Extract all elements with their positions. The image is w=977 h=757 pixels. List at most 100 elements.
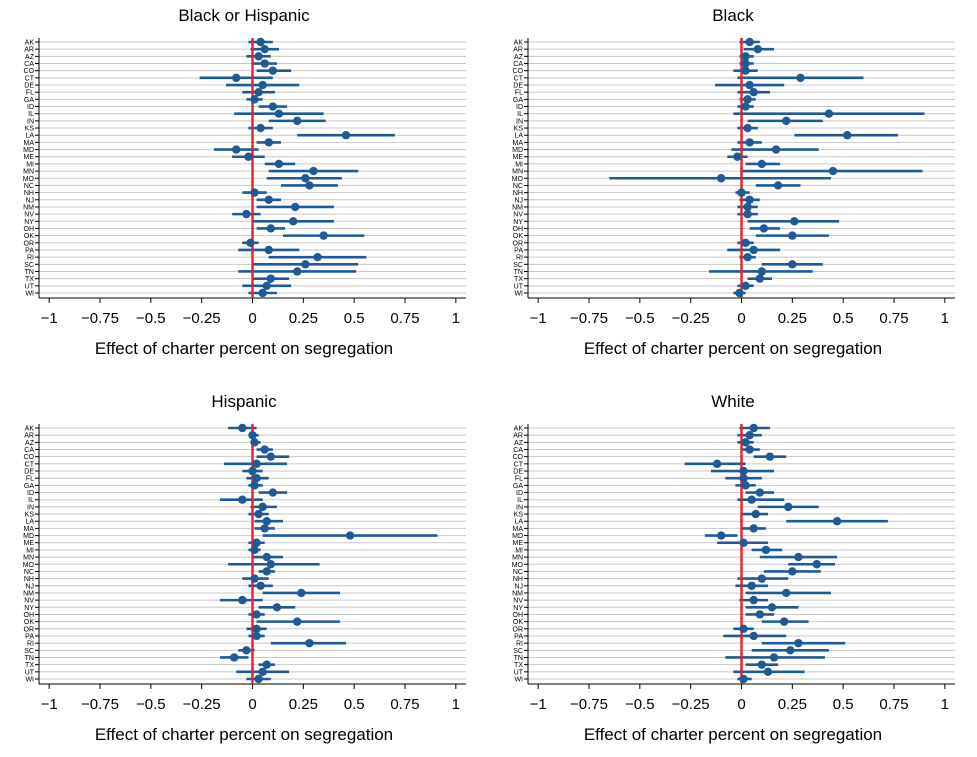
estimate-point bbox=[258, 288, 267, 298]
estimate-point bbox=[755, 488, 764, 497]
y-tick-label: RI bbox=[516, 641, 523, 648]
x-tick-label: 0.5 bbox=[833, 696, 854, 713]
chart-plot-0: AKARAZCACOCTDEFLGAIDILINKSLAMAMDMEMIMNMO… bbox=[23, 37, 466, 327]
chart-title-3: White bbox=[711, 392, 755, 411]
y-tick-label: MO bbox=[512, 562, 524, 569]
y-tick-label: NH bbox=[513, 190, 523, 197]
estimate-point bbox=[238, 595, 247, 605]
x-tick-label: 0 bbox=[737, 696, 745, 713]
estimate-point bbox=[790, 217, 799, 226]
y-tick-label: NY bbox=[513, 219, 523, 226]
y-tick-label: TN bbox=[25, 269, 34, 276]
x-tick-label: 1 bbox=[941, 696, 949, 713]
y-tick-label: MA bbox=[513, 526, 524, 533]
y-tick-label: OR bbox=[24, 626, 35, 633]
x-axis-label-0: Effect of charter percent on segregation bbox=[94, 339, 394, 358]
y-tick-label: LA bbox=[25, 133, 34, 140]
estimate-point bbox=[757, 660, 767, 669]
estimate-point bbox=[252, 538, 261, 547]
estimate-point bbox=[258, 667, 267, 677]
chart-plot-1: AKARAZCACOCTDEFLGAIDILINKSLAMAMDMEMIMNMO… bbox=[512, 37, 955, 327]
y-tick-label: AR bbox=[513, 433, 523, 440]
y-tick-label: IL bbox=[517, 497, 523, 504]
estimate-point bbox=[843, 131, 852, 140]
y-tick-label: RI bbox=[516, 255, 523, 262]
y-tick-label: AZ bbox=[25, 440, 35, 447]
y-tick-label: NV bbox=[513, 212, 523, 219]
estimate-point bbox=[743, 95, 752, 104]
y-tick-label: MD bbox=[512, 147, 523, 154]
estimate-point bbox=[260, 445, 269, 454]
y-tick-label: MI bbox=[515, 547, 523, 554]
y-tick-label: IL bbox=[517, 111, 523, 118]
estimate-point bbox=[794, 552, 803, 562]
estimate-point bbox=[250, 95, 259, 104]
estimate-point bbox=[749, 524, 758, 533]
estimate-point bbox=[242, 209, 251, 219]
estimate-point bbox=[824, 109, 834, 118]
x-tick-label: 0 bbox=[248, 310, 256, 327]
estimate-point bbox=[260, 524, 269, 533]
estimate-point bbox=[291, 202, 300, 212]
y-tick-label: OR bbox=[513, 240, 524, 247]
y-tick-label: AZ bbox=[25, 54, 35, 61]
y-tick-label: NY bbox=[513, 605, 523, 612]
estimate-point bbox=[238, 495, 247, 504]
y-tick-label: OR bbox=[513, 626, 524, 633]
y-tick-label: CA bbox=[513, 61, 523, 68]
y-tick-label: FL bbox=[515, 90, 523, 97]
y-tick-label: LA bbox=[25, 519, 34, 526]
estimate-point bbox=[747, 495, 756, 504]
y-tick-label: NV bbox=[24, 212, 34, 219]
estimate-point bbox=[782, 588, 791, 598]
y-tick-label: AK bbox=[25, 426, 35, 433]
x-tick-label: 0.75 bbox=[390, 310, 419, 327]
estimate-point bbox=[297, 588, 306, 598]
estimate-point bbox=[745, 445, 754, 454]
y-tick-label: IN bbox=[516, 504, 523, 511]
y-tick-label: CT bbox=[25, 75, 35, 82]
y-tick-label: IL bbox=[28, 497, 34, 504]
estimate-point bbox=[735, 288, 744, 298]
estimate-point bbox=[757, 159, 767, 169]
estimate-point bbox=[761, 545, 771, 555]
y-tick-label: ID bbox=[27, 104, 34, 111]
x-tick-label: 0 bbox=[737, 310, 745, 327]
y-tick-label: MO bbox=[23, 562, 35, 569]
y-tick-label: NH bbox=[513, 576, 523, 583]
y-tick-label: MD bbox=[23, 533, 34, 540]
estimate-point bbox=[264, 195, 273, 204]
y-tick-label: NJ bbox=[25, 583, 34, 590]
estimate-point bbox=[341, 131, 351, 140]
y-tick-label: MD bbox=[23, 147, 34, 154]
y-tick-label: PA bbox=[514, 247, 523, 254]
y-tick-label: CO bbox=[24, 454, 35, 461]
estimate-point bbox=[749, 631, 758, 641]
y-tick-label: OK bbox=[513, 233, 523, 240]
y-tick-label: UT bbox=[514, 669, 524, 676]
y-tick-label: OH bbox=[24, 612, 35, 619]
x-tick-label: 1 bbox=[452, 310, 460, 327]
y-tick-label: NM bbox=[512, 204, 523, 211]
y-tick-label: CO bbox=[513, 68, 524, 75]
estimate-point bbox=[252, 631, 261, 641]
y-tick-label: AR bbox=[513, 47, 523, 54]
estimate-point bbox=[262, 517, 271, 526]
y-tick-label: AR bbox=[24, 47, 34, 54]
y-tick-label: ID bbox=[516, 490, 523, 497]
estimate-point bbox=[757, 574, 767, 583]
estimate-point bbox=[796, 73, 805, 83]
x-tick-label: −0.75 bbox=[81, 696, 119, 713]
estimate-point bbox=[745, 37, 754, 47]
y-tick-label: NM bbox=[23, 590, 34, 597]
estimate-point bbox=[749, 245, 758, 255]
x-tick-label: −1 bbox=[41, 310, 58, 327]
y-tick-label: NJ bbox=[514, 197, 523, 204]
x-tick-label: −1 bbox=[41, 696, 58, 713]
estimate-point bbox=[784, 502, 793, 512]
y-tick-label: NV bbox=[24, 598, 34, 605]
estimate-point bbox=[832, 517, 842, 526]
panel-3: AK AR AZ CA CO CT DE FL GA ID IL IN KS LA MA MD ME MI MN MO… bbox=[489, 386, 977, 757]
y-tick-label: OK bbox=[24, 619, 34, 626]
estimate-point bbox=[250, 188, 259, 197]
